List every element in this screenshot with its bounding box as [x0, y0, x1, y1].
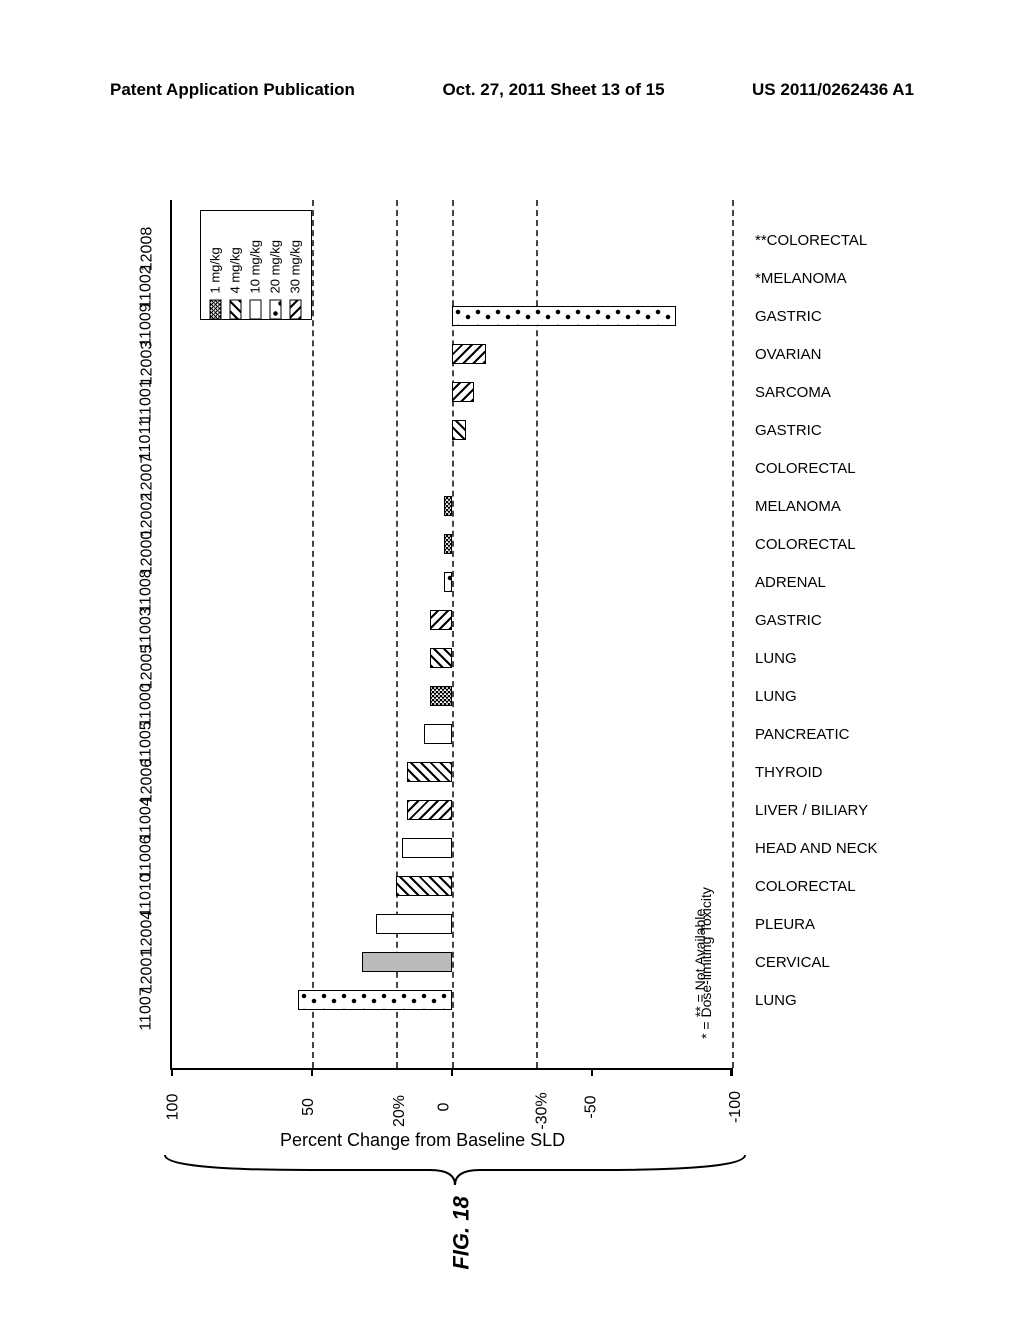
data-bar [444, 534, 452, 554]
legend-swatch [209, 300, 221, 320]
x-tick [731, 1068, 733, 1076]
data-bar [424, 724, 452, 744]
legend-item: 20 mg/kg [268, 240, 283, 319]
row-id-label: 11008 [138, 569, 156, 612]
row-id-label: 11007 [138, 987, 156, 1030]
data-bar [402, 838, 452, 858]
header-center: Oct. 27, 2011 Sheet 13 of 15 [442, 80, 664, 100]
data-bar [298, 990, 452, 1010]
data-bar [452, 420, 466, 440]
row-tumor-label: COLORECTAL [755, 878, 856, 895]
data-bar [452, 382, 474, 402]
gridline [312, 200, 314, 1068]
data-bar [430, 686, 452, 706]
figure-label: FIG. 18 [449, 1196, 475, 1269]
legend-swatch [229, 300, 241, 320]
x-tick [451, 1068, 453, 1076]
legend-label: 1 mg/kg [208, 247, 223, 293]
data-bar [396, 876, 452, 896]
legend-label: 10 mg/kg [248, 240, 263, 293]
row-tumor-label: MELANOMA [755, 498, 841, 515]
row-tumor-label: CERVICAL [755, 954, 830, 971]
row-tumor-label: OVARIAN [755, 346, 821, 363]
row-tumor-label: GASTRIC [755, 308, 822, 325]
row-tumor-label: LUNG [755, 650, 797, 667]
data-bar [444, 496, 452, 516]
data-bar [444, 572, 452, 592]
x-tick [311, 1068, 313, 1076]
data-bar [430, 610, 452, 630]
row-tumor-label: SARCOMA [755, 384, 831, 401]
x-tick [171, 1068, 173, 1076]
x-axis-title: Percent Change from Baseline SLD [280, 1130, 565, 1151]
x-tick-label: 50 [300, 1098, 318, 1116]
row-tumor-label: LUNG [755, 688, 797, 705]
row-tumor-label: PLEURA [755, 916, 815, 933]
legend-label: 20 mg/kg [268, 240, 283, 293]
row-tumor-label: LUNG [755, 992, 797, 1009]
data-bar [362, 952, 452, 972]
data-bar [452, 344, 486, 364]
data-bar [452, 306, 676, 326]
brace-icon [160, 1155, 750, 1190]
legend-label: 4 mg/kg [228, 247, 243, 293]
header-left: Patent Application Publication [110, 80, 355, 100]
legend-item: 4 mg/kg [228, 247, 243, 319]
row-tumor-label: GASTRIC [755, 422, 822, 439]
x-tick [591, 1068, 593, 1076]
row-id-label: 11004 [138, 797, 156, 840]
x-tick-label: -50 [583, 1095, 601, 1118]
chart-plot-area [170, 200, 730, 1070]
gridline [732, 200, 734, 1068]
row-tumor-label: **COLORECTAL [755, 232, 867, 249]
legend-swatch [249, 300, 261, 320]
row-tumor-label: PANCREATIC [755, 726, 849, 743]
x-tick-label: 100 [164, 1094, 182, 1121]
x-tick-label: 0 [435, 1103, 453, 1112]
row-tumor-label: LIVER / BILIARY [755, 802, 868, 819]
row-id-label: 11001 [138, 379, 156, 422]
header-right: US 2011/0262436 A1 [752, 80, 914, 100]
gridline [452, 200, 454, 1068]
row-tumor-label: GASTRIC [755, 612, 822, 629]
page-header: Patent Application Publication Oct. 27, … [0, 80, 1024, 100]
footnote: ** = Not Available [692, 909, 708, 1017]
x-tick-label-extra: 20% [391, 1095, 409, 1127]
data-bar [376, 914, 452, 934]
row-tumor-label: COLORECTAL [755, 460, 856, 477]
legend-item: 1 mg/kg [208, 247, 223, 319]
legend-item: 30 mg/kg [288, 240, 303, 319]
x-tick-label: -100 [727, 1091, 745, 1123]
data-bar [407, 762, 452, 782]
data-bar [430, 648, 452, 668]
row-tumor-label: ADRENAL [755, 574, 826, 591]
row-tumor-label: COLORECTAL [755, 536, 856, 553]
gridline [536, 200, 538, 1068]
legend-swatch [269, 300, 281, 320]
row-id-label: 11002 [138, 265, 156, 308]
row-tumor-label: *MELANOMA [755, 270, 847, 287]
legend-label: 30 mg/kg [288, 240, 303, 293]
data-bar [407, 800, 452, 820]
row-tumor-label: THYROID [755, 764, 823, 781]
legend-swatch [289, 300, 301, 320]
x-tick-label-extra: -30% [534, 1092, 552, 1129]
row-id-label: 11000 [138, 683, 156, 726]
legend-item: 10 mg/kg [248, 240, 263, 319]
row-tumor-label: HEAD AND NECK [755, 840, 878, 857]
gridline [396, 200, 398, 1068]
row-id-label: 11006 [138, 835, 156, 878]
